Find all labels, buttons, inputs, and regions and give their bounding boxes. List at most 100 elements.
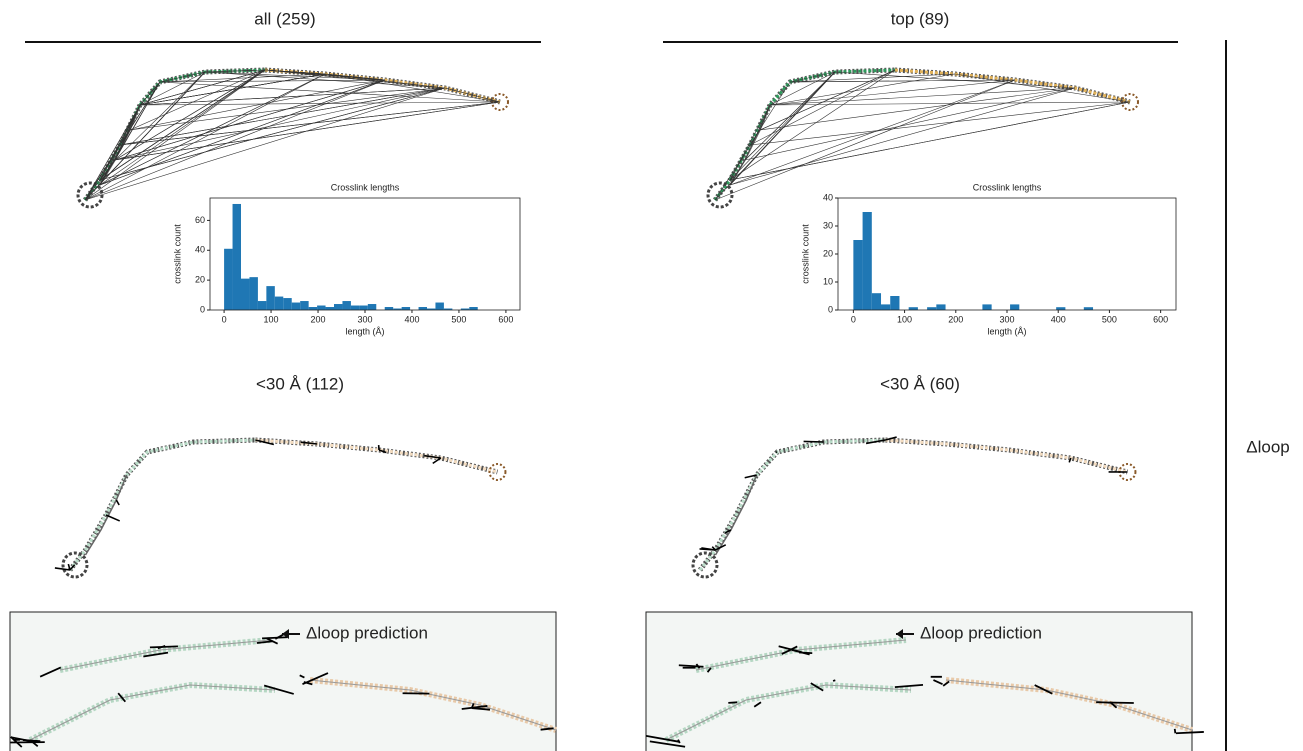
y-tick-label: 40	[195, 245, 205, 255]
x-tick-label: 400	[404, 314, 419, 324]
histogram: Crosslink lengths length (Å) crosslink cou…	[800, 182, 1176, 336]
backbone	[700, 440, 885, 570]
backbone	[885, 440, 1127, 472]
backbone	[70, 440, 255, 570]
crosslink	[745, 88, 1075, 160]
crosslink	[955, 74, 1130, 102]
crosslink	[1175, 729, 1176, 733]
x-tick-label: 100	[264, 314, 279, 324]
crosslink	[115, 88, 445, 160]
crosslink	[262, 637, 287, 638]
subset-title: <30 Å (60)	[880, 374, 960, 393]
bar	[863, 212, 872, 310]
bar	[419, 307, 427, 310]
crosslink	[833, 680, 835, 681]
y-tick-label: 40	[823, 192, 833, 202]
bar	[1084, 307, 1093, 310]
bar	[909, 307, 918, 310]
crosslink	[55, 568, 70, 570]
bar	[351, 306, 359, 310]
x-tick-label: 100	[897, 314, 912, 324]
crosslink	[730, 72, 835, 180]
crosslink	[106, 515, 120, 521]
crosslink	[85, 74, 325, 200]
x-axis-label: length (Å)	[345, 326, 384, 336]
bar	[309, 307, 317, 310]
bar	[402, 307, 410, 310]
y-tick-label: 20	[195, 275, 205, 285]
crosslink	[100, 70, 265, 185]
plot-frame	[838, 198, 1176, 310]
backbone	[70, 440, 255, 570]
y-tick-label: 0	[200, 304, 205, 314]
backbone	[895, 70, 1130, 102]
backbone	[255, 440, 497, 472]
crosslink	[730, 70, 895, 180]
crosslink	[115, 82, 160, 160]
bar	[1010, 304, 1019, 310]
crosslink	[730, 105, 770, 180]
crosslink	[150, 646, 178, 647]
bar	[936, 304, 945, 310]
bar	[224, 249, 232, 310]
bar	[469, 307, 477, 310]
crosslink	[700, 549, 716, 550]
crosslink	[728, 702, 737, 703]
y-tick-label: 30	[823, 220, 833, 230]
page: { "columns": [ {"title": "all (259)", "s…	[0, 0, 1303, 751]
bar	[233, 204, 241, 310]
x-axis-label: length (Å)	[987, 326, 1026, 336]
crosslink	[770, 80, 1015, 105]
crosslink	[799, 653, 812, 654]
y-axis-label: crosslink count	[800, 224, 810, 284]
x-tick-label: 200	[948, 314, 963, 324]
crosslink	[100, 70, 265, 180]
y-tick-label: 10	[823, 276, 833, 286]
crosslink	[265, 70, 385, 80]
crosslink	[790, 72, 835, 82]
x-tick-label: 600	[1153, 314, 1168, 324]
bar	[249, 277, 257, 310]
prediction-panel	[646, 612, 1192, 751]
bar	[317, 306, 325, 310]
crosslink	[445, 88, 500, 102]
backbone	[700, 440, 885, 570]
crosslink	[1096, 702, 1134, 703]
y-axis-label: crosslink count	[172, 224, 182, 284]
bar	[241, 279, 249, 310]
bar	[435, 303, 443, 310]
bar	[334, 304, 342, 310]
bar	[853, 240, 862, 310]
crosslink	[715, 130, 760, 200]
chart-title: Crosslink lengths	[331, 182, 400, 192]
x-tick-label: 0	[851, 314, 856, 324]
bar	[1056, 307, 1065, 310]
crosslink	[85, 82, 160, 200]
y-tick-label: 0	[828, 304, 833, 314]
crosslink	[160, 72, 205, 82]
bar	[326, 307, 334, 310]
column-title: top (89)	[891, 9, 950, 28]
annotation: Δloop prediction	[306, 623, 428, 642]
x-tick-label: 600	[498, 314, 513, 324]
bar	[872, 293, 881, 310]
chart-title: Crosslink lengths	[973, 182, 1042, 192]
bar	[342, 301, 350, 310]
bar	[385, 307, 393, 310]
bar	[275, 297, 283, 310]
x-tick-label: 400	[1051, 314, 1066, 324]
bar	[266, 286, 274, 310]
crosslink	[750, 70, 895, 145]
crosslink	[116, 500, 119, 505]
bar	[283, 298, 291, 310]
prediction-panel	[10, 612, 556, 751]
bar	[881, 304, 890, 310]
x-tick-label: 0	[222, 314, 227, 324]
bar	[982, 304, 991, 310]
crosslink	[85, 72, 205, 200]
crosslink	[23, 740, 40, 741]
x-tick-label: 300	[999, 314, 1014, 324]
crosslink	[730, 88, 1075, 185]
y-tick-label: 20	[823, 248, 833, 258]
bar	[890, 296, 899, 310]
